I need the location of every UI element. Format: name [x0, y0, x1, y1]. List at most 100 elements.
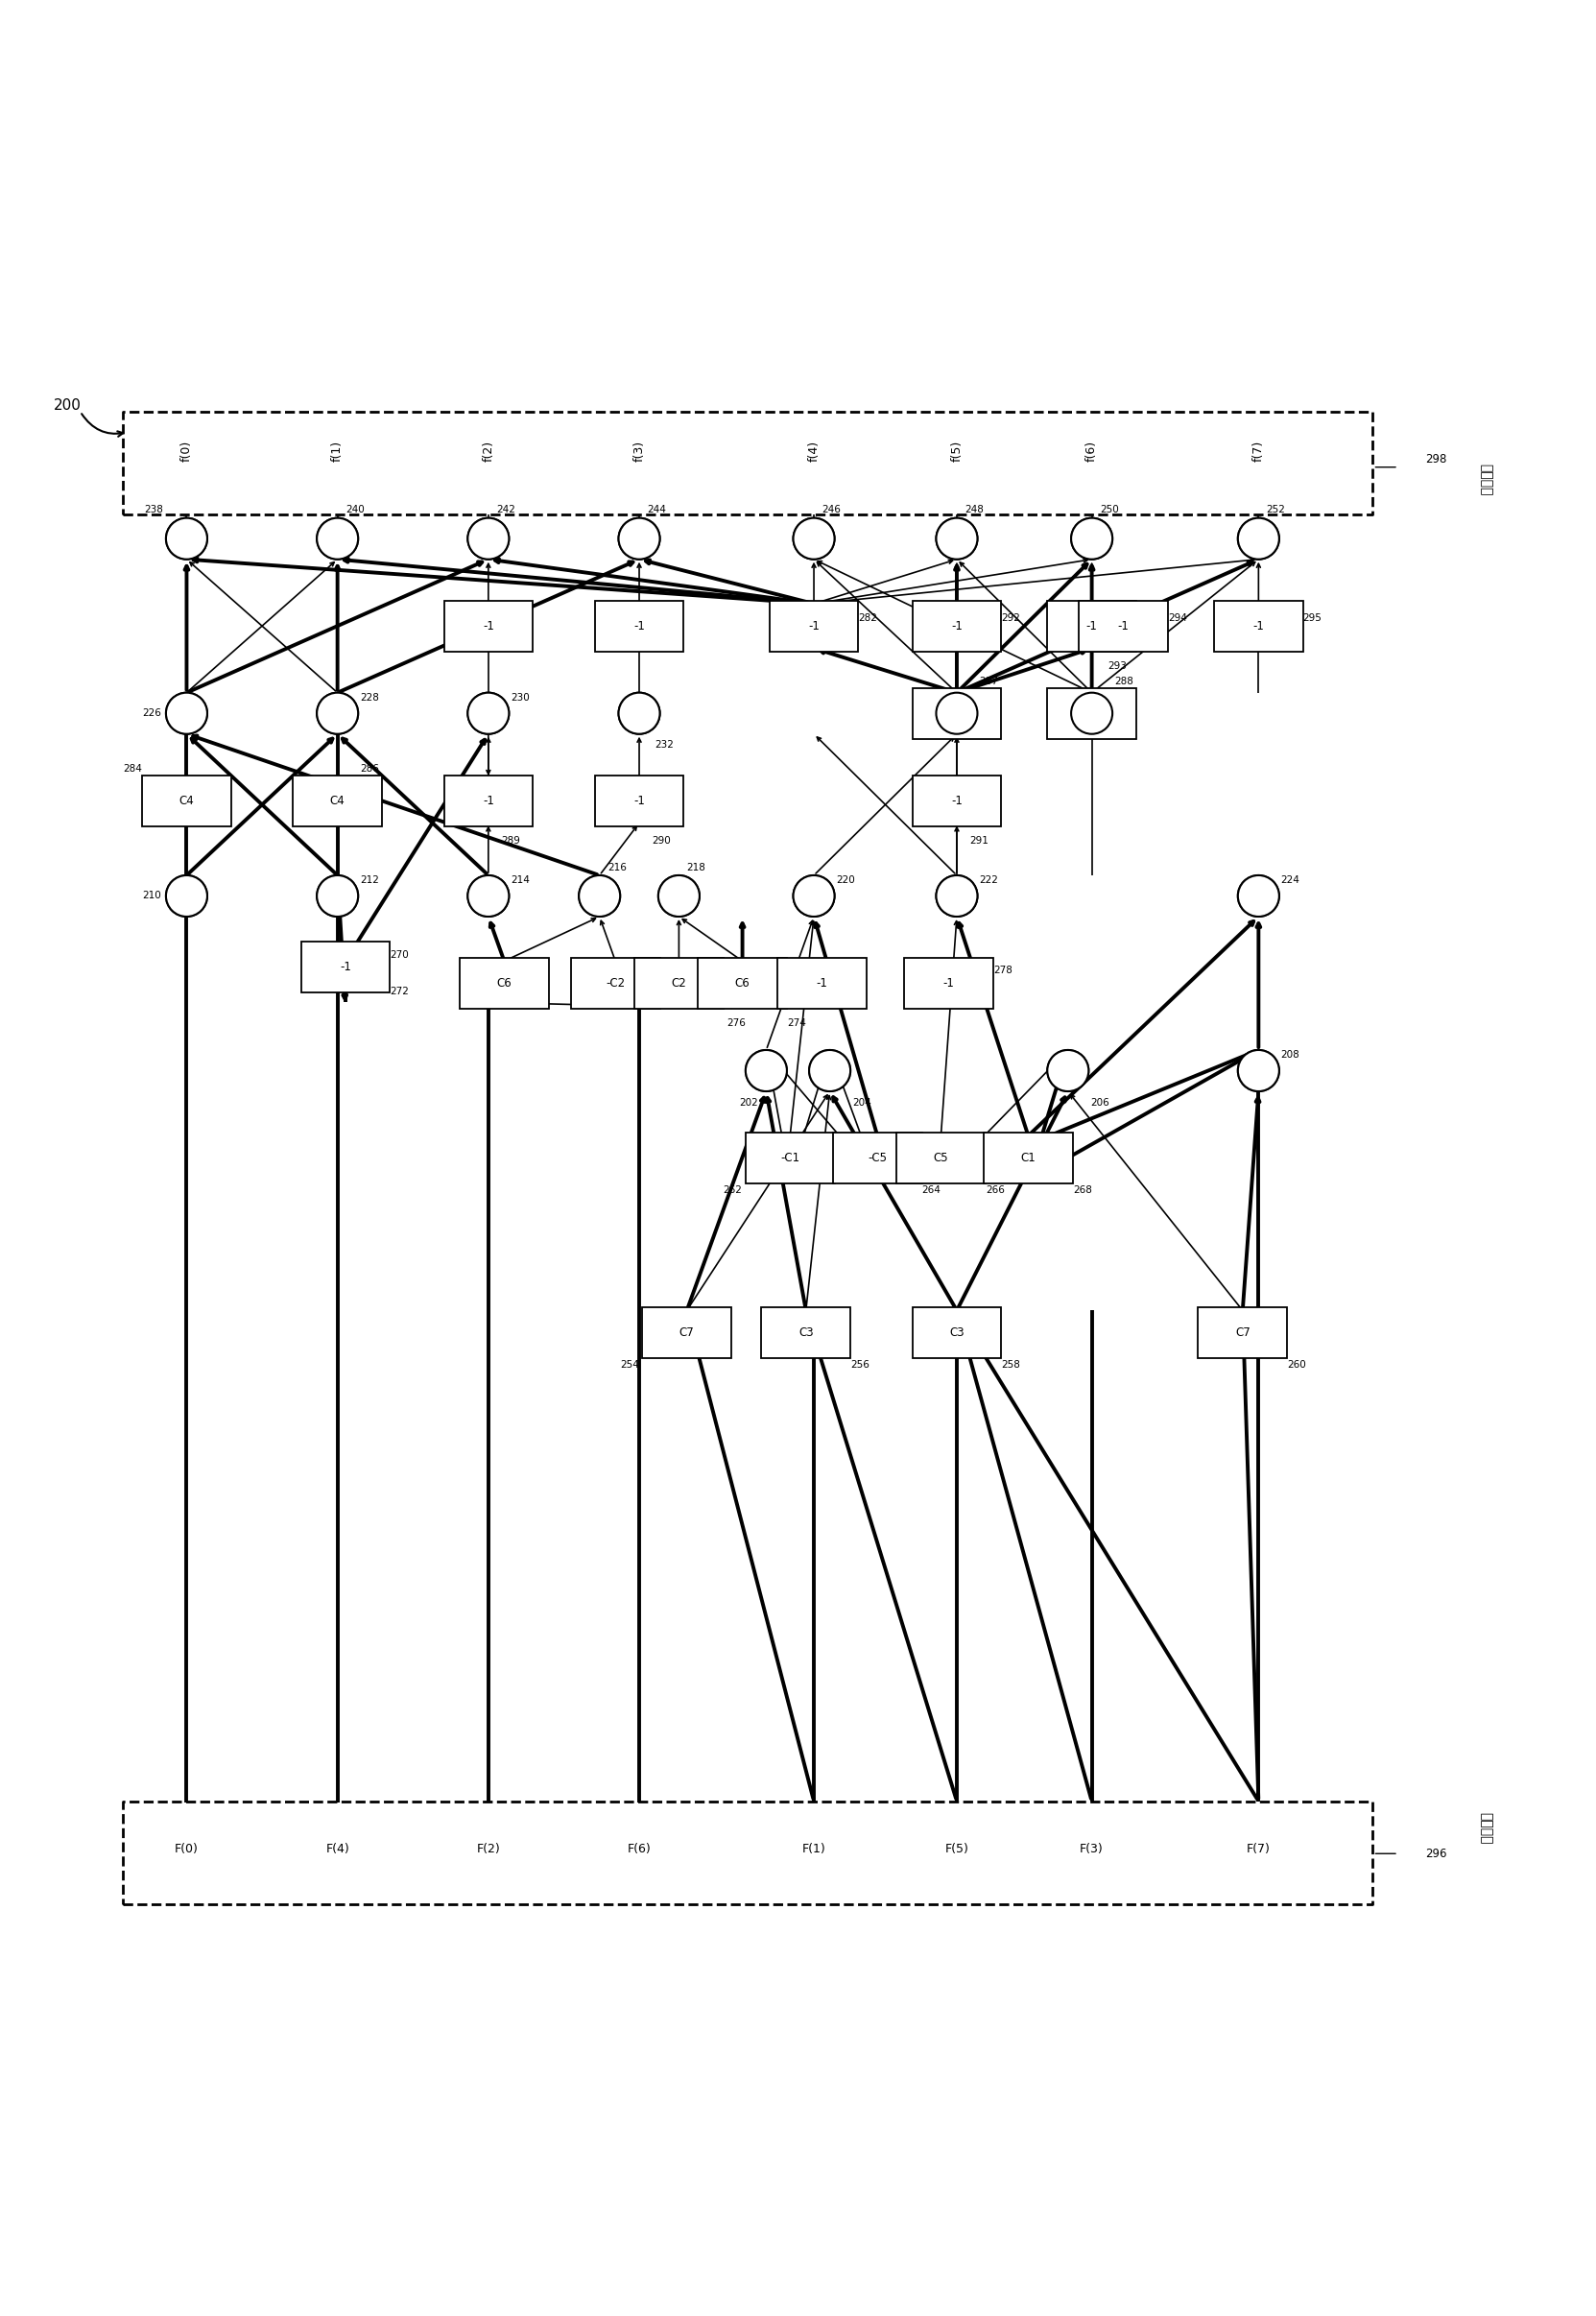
Text: -1: -1 [1253, 621, 1264, 632]
Text: 218: 218 [686, 862, 705, 873]
Circle shape [793, 875, 835, 917]
Text: 284: 284 [123, 764, 142, 774]
Text: 295: 295 [1302, 614, 1321, 623]
FancyBboxPatch shape [697, 959, 787, 1010]
Circle shape [658, 875, 699, 917]
Circle shape [318, 875, 358, 917]
Circle shape [468, 519, 509, 558]
FancyBboxPatch shape [913, 776, 1001, 827]
Text: 260: 260 [1286, 1359, 1306, 1369]
Circle shape [793, 519, 835, 558]
Text: -1: -1 [482, 794, 495, 806]
Text: 248: 248 [964, 505, 983, 514]
Circle shape [1238, 875, 1278, 917]
Circle shape [166, 875, 207, 917]
Text: 254: 254 [621, 1359, 640, 1369]
Text: C3: C3 [798, 1327, 814, 1339]
Text: F(5): F(5) [945, 1844, 969, 1855]
Circle shape [1238, 1049, 1278, 1091]
Text: -C1: -C1 [780, 1151, 800, 1165]
Circle shape [619, 692, 659, 734]
Circle shape [318, 519, 358, 558]
Text: 287: 287 [978, 676, 998, 686]
Text: -1: -1 [951, 794, 962, 806]
Text: -1: -1 [951, 621, 962, 632]
Text: 294: 294 [1168, 614, 1187, 623]
Circle shape [937, 692, 977, 734]
Text: 282: 282 [723, 966, 742, 975]
Circle shape [166, 519, 207, 558]
Circle shape [1071, 692, 1112, 734]
Text: 280: 280 [659, 966, 678, 975]
Circle shape [793, 519, 835, 558]
Circle shape [166, 692, 207, 734]
Text: 289: 289 [501, 836, 520, 845]
FancyBboxPatch shape [983, 1133, 1073, 1183]
Text: 256: 256 [851, 1359, 870, 1369]
FancyBboxPatch shape [460, 959, 549, 1010]
Text: C1: C1 [1021, 1151, 1036, 1165]
Text: 232: 232 [654, 741, 674, 750]
Circle shape [1238, 519, 1278, 558]
FancyBboxPatch shape [1215, 600, 1302, 651]
Circle shape [658, 875, 699, 917]
Text: C5: C5 [934, 1151, 948, 1165]
FancyBboxPatch shape [1079, 600, 1168, 651]
Text: 288: 288 [1114, 676, 1133, 686]
Circle shape [1238, 519, 1278, 558]
FancyBboxPatch shape [571, 959, 659, 1010]
Text: 240: 240 [345, 505, 364, 514]
Text: F(6): F(6) [627, 1844, 651, 1855]
Text: -C2: -C2 [606, 977, 626, 989]
FancyBboxPatch shape [905, 959, 993, 1010]
Circle shape [1047, 1049, 1088, 1091]
Circle shape [318, 875, 358, 917]
Text: 200: 200 [54, 398, 81, 412]
Text: 202: 202 [739, 1098, 758, 1107]
Text: 216: 216 [608, 862, 627, 873]
Circle shape [1047, 1049, 1088, 1091]
Text: C4: C4 [950, 706, 964, 720]
Text: 250: 250 [1100, 505, 1119, 514]
Text: 290: 290 [651, 836, 670, 845]
Circle shape [619, 519, 659, 558]
Text: 272: 272 [389, 987, 409, 996]
Circle shape [937, 519, 977, 558]
Circle shape [1071, 519, 1112, 558]
Text: 282: 282 [859, 614, 878, 623]
Text: 226: 226 [142, 709, 161, 718]
Text: 264: 264 [922, 1186, 942, 1195]
Text: 238: 238 [144, 505, 163, 514]
Text: -1: -1 [634, 621, 645, 632]
Text: 230: 230 [511, 692, 530, 702]
Circle shape [166, 519, 207, 558]
FancyBboxPatch shape [302, 943, 389, 994]
Text: 276: 276 [726, 1019, 745, 1028]
FancyBboxPatch shape [769, 600, 859, 651]
FancyBboxPatch shape [913, 688, 1001, 739]
Text: F(7): F(7) [1246, 1844, 1270, 1855]
Text: 291: 291 [969, 836, 988, 845]
Text: 266: 266 [985, 1186, 1004, 1195]
Circle shape [318, 692, 358, 734]
Text: 206: 206 [1090, 1098, 1109, 1107]
Text: 234: 234 [978, 692, 998, 702]
Text: 222: 222 [978, 875, 998, 885]
FancyBboxPatch shape [833, 1133, 922, 1183]
Circle shape [468, 692, 509, 734]
Text: 220: 220 [836, 875, 855, 885]
Text: C7: C7 [1235, 1327, 1250, 1339]
FancyBboxPatch shape [745, 1133, 835, 1183]
Text: 270: 270 [389, 950, 409, 959]
Circle shape [1071, 692, 1112, 734]
Text: 236: 236 [1114, 692, 1133, 702]
Circle shape [793, 875, 835, 917]
Text: 262: 262 [723, 1186, 742, 1195]
Text: 268: 268 [1073, 1186, 1092, 1195]
Circle shape [937, 692, 977, 734]
Text: 252: 252 [1267, 505, 1285, 514]
Text: 208: 208 [1280, 1049, 1299, 1058]
Circle shape [579, 875, 621, 917]
Text: 204: 204 [852, 1098, 871, 1107]
Text: C4: C4 [179, 794, 195, 806]
